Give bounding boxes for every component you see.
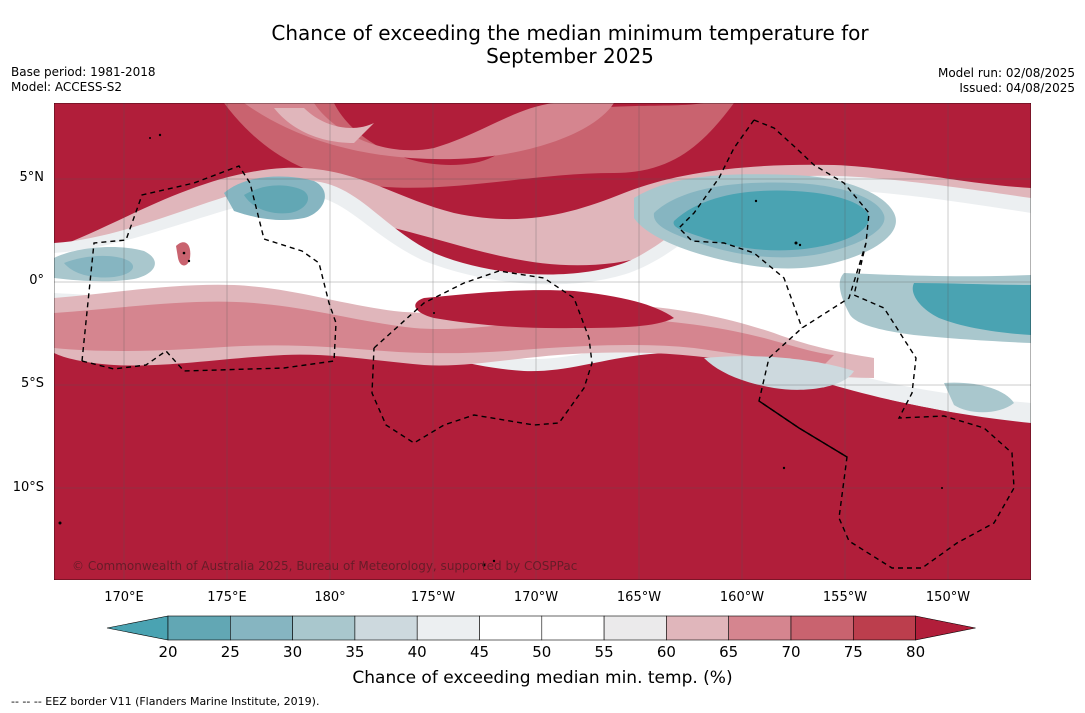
colorbar-tick-label: 50 (532, 643, 552, 661)
gridlines (54, 103, 1031, 580)
contour-20-east (912, 283, 1031, 335)
meta-left: Base period: 1981-2018 Model: ACCESS-S2 (11, 65, 156, 95)
eez-solid-segment (758, 400, 848, 458)
colorbar-label: Chance of exceeding median min. temp. (%… (352, 668, 733, 688)
lon-label-180: 180° (314, 590, 346, 605)
colorbar-tick-label: 70 (781, 643, 801, 661)
colorbar-cell (666, 615, 730, 641)
lon-label-155w: 155°W (822, 590, 868, 605)
colorbar-cell (167, 615, 231, 641)
contour-70-north (224, 103, 734, 188)
title-line-1: Chance of exceeding the median minimum t… (271, 21, 869, 45)
eez-legend-note: -- -- -- EEZ border V11 (Flanders Marine… (11, 695, 320, 708)
issued-date: Issued: 04/08/2025 (959, 81, 1075, 95)
lat-label-5s: 5°S (20, 376, 44, 391)
colorbar-tick-label: 30 (283, 643, 303, 661)
colorbar-tick-label: 55 (594, 643, 614, 661)
colorbar-tick-label: 75 (843, 643, 863, 661)
colorbar-tick-label: 40 (407, 643, 427, 661)
contour-60-north (274, 108, 374, 143)
lat-label-5n: 5°N (19, 170, 45, 185)
colorbar-tick-label: 60 (656, 643, 676, 661)
colorbar-extend-low (106, 615, 169, 641)
colorbar-cells (106, 615, 976, 641)
model-run: Model run: 02/08/2025 (937, 66, 1075, 80)
title-line-2: September 2025 (486, 44, 654, 68)
contour-25-west (64, 255, 134, 278)
lat-label-10s: 10°S (12, 480, 44, 495)
south-high-probability (54, 362, 1031, 580)
base-period: Base period: 1981-2018 (11, 65, 156, 79)
contour-30-south-east (944, 382, 1014, 413)
lon-label-170w: 170°W (513, 590, 559, 605)
colorbar-cell (292, 615, 356, 641)
chart-title: Chance of exceeding the median minimum t… (0, 22, 1085, 68)
colorbar (106, 615, 976, 641)
colorbar-cell (541, 615, 605, 641)
contour-35-south (704, 356, 854, 390)
lon-label-160w: 160°W (719, 590, 765, 605)
lon-label-170e: 170°E (104, 590, 144, 605)
contour-80-strip (415, 290, 674, 329)
copyright-text: © Commonwealth of Australia 2025, Bureau… (72, 559, 578, 573)
colorbar-cell (852, 615, 916, 641)
colorbar-cell (603, 615, 667, 641)
colorbar-cell (728, 615, 792, 641)
colorbar-cell (230, 615, 293, 641)
colorbar-tick-label: 20 (158, 643, 178, 661)
colorbar-tick-label: 35 (345, 643, 365, 661)
contour-65-lower (54, 301, 834, 365)
lon-label-175w: 175°W (410, 590, 456, 605)
islands (58, 133, 943, 567)
eez-borders (81, 119, 1015, 569)
contour-20-central (673, 190, 869, 251)
lat-label-0: 0° (29, 273, 44, 288)
colorbar-cell (354, 615, 418, 641)
colorbar-cell (416, 615, 480, 641)
model-name: Model: ACCESS-S2 (11, 80, 123, 94)
lon-label-175e: 175°E (207, 590, 247, 605)
colorbar-extend-high (915, 615, 976, 641)
lon-label-150w: 150°W (925, 590, 971, 605)
colorbar-tick-label: 80 (906, 643, 926, 661)
contour-20-north-west (244, 185, 309, 214)
colorbar-tick-label: 65 (719, 643, 739, 661)
colorbar-cell (790, 615, 854, 641)
probability-map (54, 103, 1031, 580)
colorbar-tick-label: 25 (220, 643, 240, 661)
contour-65-north (244, 103, 614, 160)
colorbar-tick-label: 45 (469, 643, 490, 661)
colorbar-cell (479, 615, 543, 641)
meta-right: Model run: 02/08/2025 Issued: 04/08/2025 (938, 66, 1075, 96)
lon-label-165w: 165°W (616, 590, 662, 605)
